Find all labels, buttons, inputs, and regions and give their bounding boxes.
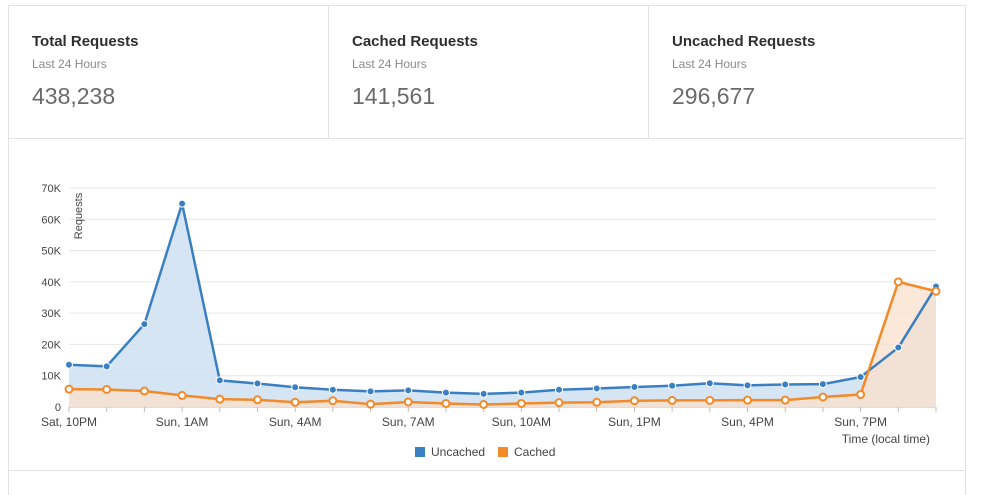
cached-point — [64, 384, 74, 394]
x-tick-label: Sun, 4AM — [269, 415, 322, 429]
requests-chart: 0 10K 20K 30K 40K 50K 60K 70K Sat, 10PM Sun, 1AM S… — [41, 183, 941, 459]
stat-title: Cached Requests — [352, 33, 478, 50]
uncached-point — [781, 380, 790, 389]
x-tick-label: Sun, 7PM — [834, 415, 887, 429]
cached-point — [818, 392, 828, 402]
cached-point — [893, 277, 903, 287]
legend-swatch-uncached — [415, 447, 425, 457]
uncached-point — [630, 382, 639, 391]
cached-area — [69, 281, 936, 407]
uncached-point — [705, 379, 714, 388]
cached-point — [328, 396, 338, 406]
panel-divider — [9, 470, 965, 471]
uncached-point — [404, 386, 413, 395]
legend-swatch-cached — [498, 447, 508, 457]
x-tick-label: Sun, 4PM — [721, 415, 774, 429]
uncached-point — [479, 389, 488, 398]
cached-point — [931, 286, 941, 296]
cached-point — [139, 386, 149, 396]
legend-label-cached: Cached — [514, 445, 555, 459]
cached-point — [177, 390, 187, 400]
uncached-point — [894, 343, 903, 352]
cached-point — [403, 397, 413, 407]
uncached-point — [291, 383, 300, 392]
uncached-point — [102, 362, 111, 371]
cached-point — [780, 395, 790, 405]
uncached-point — [178, 199, 187, 208]
y-tick-label: 70K — [41, 183, 61, 195]
y-tick-label: 20K — [41, 339, 61, 351]
y-tick-label: 40K — [41, 277, 61, 289]
x-tick-label: Sun, 1AM — [156, 415, 209, 429]
uncached-point — [592, 384, 601, 393]
uncached-point — [517, 388, 526, 397]
cached-point — [705, 395, 715, 405]
stat-subtitle: Last 24 Hours — [32, 57, 107, 71]
cached-point — [366, 399, 376, 409]
cached-point — [215, 394, 225, 404]
stat-value: 438,238 — [32, 83, 116, 109]
cached-point — [629, 396, 639, 406]
stat-title: Total Requests — [32, 33, 139, 50]
legend-label-uncached: Uncached — [431, 445, 485, 459]
y-tick-label: 60K — [41, 214, 61, 226]
uncached-point — [555, 385, 564, 394]
stats-row: Total Requests Last 24 Hours 438,238 Cac… — [9, 6, 965, 139]
uncached-point — [140, 320, 149, 329]
y-tick-label: 50K — [41, 246, 61, 258]
cached-point — [856, 389, 866, 399]
uncached-line — [68, 202, 938, 396]
stat-uncached-requests: Uncached Requests Last 24 Hours 296,677 — [648, 6, 965, 138]
x-tick-label: Sun, 10AM — [492, 415, 551, 429]
x-tick-label: Sat, 10PM — [41, 415, 97, 429]
y-axis-label: Requests — [73, 192, 85, 239]
uncached-point — [818, 380, 827, 389]
x-tick-label: Sun, 1PM — [608, 415, 661, 429]
cached-point — [743, 395, 753, 405]
uncached-point — [668, 381, 677, 390]
stat-subtitle: Last 24 Hours — [352, 57, 427, 71]
dashboard-panel — [8, 5, 966, 495]
cached-point — [441, 399, 451, 409]
requests-chart-svg: 0 10K 20K 30K 40K 50K 60K 70K Sat, 10PM Sun, 1AM S… — [41, 183, 941, 459]
cached-point — [479, 399, 489, 409]
cached-point — [516, 399, 526, 409]
cached-point — [667, 395, 677, 405]
uncached-point — [215, 376, 224, 385]
cached-line — [68, 280, 937, 406]
uncached-point — [253, 379, 262, 388]
stat-title: Uncached Requests — [672, 33, 816, 50]
cached-point — [592, 397, 602, 407]
x-axis-label: Time (local time) — [842, 432, 930, 446]
cached-point — [554, 398, 564, 408]
uncached-point — [328, 385, 337, 394]
x-tick-label: Sun, 7AM — [382, 415, 435, 429]
uncached-point — [743, 381, 752, 390]
uncached-area — [69, 203, 936, 407]
uncached-point — [441, 388, 450, 397]
uncached-point — [65, 360, 73, 369]
stat-cached-requests: Cached Requests Last 24 Hours 141,561 — [328, 6, 648, 138]
y-tick-label: 0 — [55, 402, 61, 414]
stat-total-requests: Total Requests Last 24 Hours 438,238 — [9, 6, 328, 138]
cached-point — [290, 397, 300, 407]
cached-point — [102, 384, 112, 394]
stat-value: 141,561 — [352, 83, 436, 109]
y-tick-label: 30K — [41, 308, 61, 320]
stat-value: 296,677 — [672, 83, 756, 109]
y-tick-label: 10K — [41, 371, 61, 383]
stat-subtitle: Last 24 Hours — [672, 57, 747, 71]
uncached-point — [856, 372, 865, 381]
uncached-point — [366, 387, 375, 396]
cached-point — [252, 395, 262, 405]
